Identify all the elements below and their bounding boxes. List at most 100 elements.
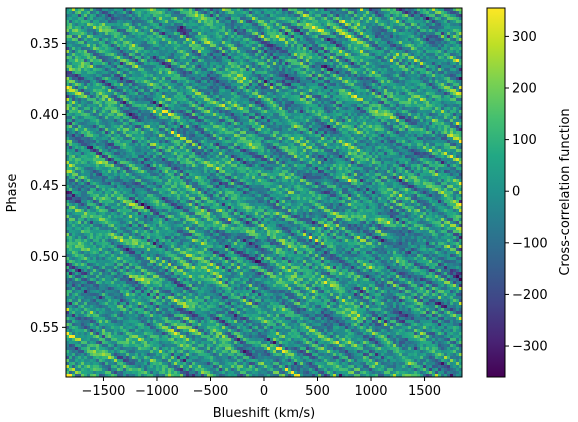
heatmap-cell: [345, 35, 349, 39]
heatmap-cell: [267, 68, 271, 72]
heatmap-cell: [447, 41, 451, 45]
heatmap-cell: [390, 26, 394, 30]
heatmap-cell: [453, 95, 457, 99]
heatmap-cell: [312, 65, 316, 69]
heatmap-cell: [150, 44, 154, 48]
heatmap-cell: [324, 59, 328, 63]
heatmap-cell: [66, 101, 70, 105]
heatmap-cell: [114, 11, 118, 15]
heatmap-cell: [279, 71, 283, 75]
heatmap-cell: [324, 101, 328, 105]
heatmap-cell: [87, 83, 91, 87]
heatmap-cell: [234, 44, 238, 48]
heatmap-cell: [84, 17, 88, 21]
heatmap-cell: [177, 71, 181, 75]
heatmap-cell: [78, 56, 82, 60]
heatmap-cell: [456, 8, 460, 12]
heatmap-cell: [204, 41, 208, 45]
heatmap-cell: [357, 113, 361, 117]
heatmap-cell: [135, 44, 139, 48]
heatmap-cell: [438, 47, 442, 51]
heatmap-cell: [399, 20, 403, 24]
heatmap-cell: [378, 17, 382, 21]
heatmap-cell: [243, 110, 247, 114]
heatmap-cell: [105, 95, 109, 99]
heatmap-cell: [417, 110, 421, 114]
heatmap-cell: [252, 101, 256, 105]
heatmap-cell: [321, 56, 325, 60]
heatmap-cell: [315, 107, 319, 111]
heatmap-cell: [327, 26, 331, 30]
heatmap-cell: [141, 113, 145, 117]
heatmap-cell: [213, 71, 217, 75]
heatmap-cell: [261, 83, 265, 87]
heatmap-cell: [318, 77, 322, 81]
heatmap-cell: [447, 95, 451, 99]
heatmap-cell: [375, 80, 379, 84]
heatmap-cell: [291, 47, 295, 51]
heatmap-cell: [141, 80, 145, 84]
heatmap-cell: [375, 11, 379, 15]
heatmap-cell: [369, 86, 373, 90]
heatmap-cell: [336, 65, 340, 69]
heatmap-cell: [381, 59, 385, 63]
heatmap-cell: [138, 50, 142, 54]
heatmap-cell: [276, 8, 280, 12]
heatmap-cell: [273, 59, 277, 63]
heatmap-cell: [150, 104, 154, 108]
heatmap-cell: [405, 62, 409, 66]
heatmap-cell: [363, 14, 367, 18]
heatmap-cell: [102, 107, 106, 111]
heatmap-cell: [162, 107, 166, 111]
heatmap-cell: [120, 68, 124, 72]
heatmap-cell: [447, 38, 451, 42]
heatmap-cell: [249, 35, 253, 39]
heatmap-cell: [201, 35, 205, 39]
heatmap-cell: [423, 11, 427, 15]
heatmap-cell: [168, 65, 172, 69]
heatmap-cell: [390, 71, 394, 75]
heatmap-cell: [405, 26, 409, 30]
heatmap-cell: [372, 8, 376, 12]
heatmap-cell: [459, 59, 462, 63]
heatmap-cell: [411, 44, 415, 48]
heatmap-cell: [459, 80, 462, 84]
heatmap-cell: [177, 68, 181, 72]
heatmap-cell: [423, 62, 427, 66]
heatmap-cell: [138, 71, 142, 75]
heatmap-cell: [153, 32, 157, 36]
heatmap-cell: [114, 44, 118, 48]
heatmap-cell: [123, 26, 127, 30]
heatmap-cell: [87, 110, 91, 114]
heatmap-cell: [75, 8, 79, 12]
heatmap-cell: [78, 110, 82, 114]
heatmap-cell: [93, 8, 97, 12]
heatmap-cell: [357, 80, 361, 84]
heatmap-cell: [132, 17, 136, 21]
heatmap-cell: [453, 38, 457, 42]
heatmap-cell: [357, 107, 361, 111]
heatmap-cell: [132, 95, 136, 99]
heatmap-cell: [345, 110, 349, 114]
heatmap-cell: [303, 80, 307, 84]
heatmap-cell: [327, 32, 331, 36]
heatmap-cell: [348, 80, 352, 84]
heatmap-cell: [273, 32, 277, 36]
heatmap-cell: [192, 59, 196, 63]
heatmap-cell: [402, 35, 406, 39]
heatmap-cell: [387, 35, 391, 39]
heatmap-cell: [174, 29, 178, 33]
heatmap-cell: [435, 38, 439, 42]
heatmap-cell: [69, 86, 73, 90]
heatmap-cell: [423, 59, 427, 63]
heatmap-cell: [282, 59, 286, 63]
heatmap-cell: [258, 92, 262, 96]
heatmap-cell: [417, 23, 421, 27]
heatmap-cell: [303, 107, 307, 111]
heatmap-cell: [288, 92, 292, 96]
heatmap-cell: [453, 56, 457, 60]
heatmap-cell: [285, 86, 289, 90]
heatmap-cell: [81, 74, 85, 78]
heatmap-cell: [141, 107, 145, 111]
heatmap-cell: [390, 53, 394, 57]
